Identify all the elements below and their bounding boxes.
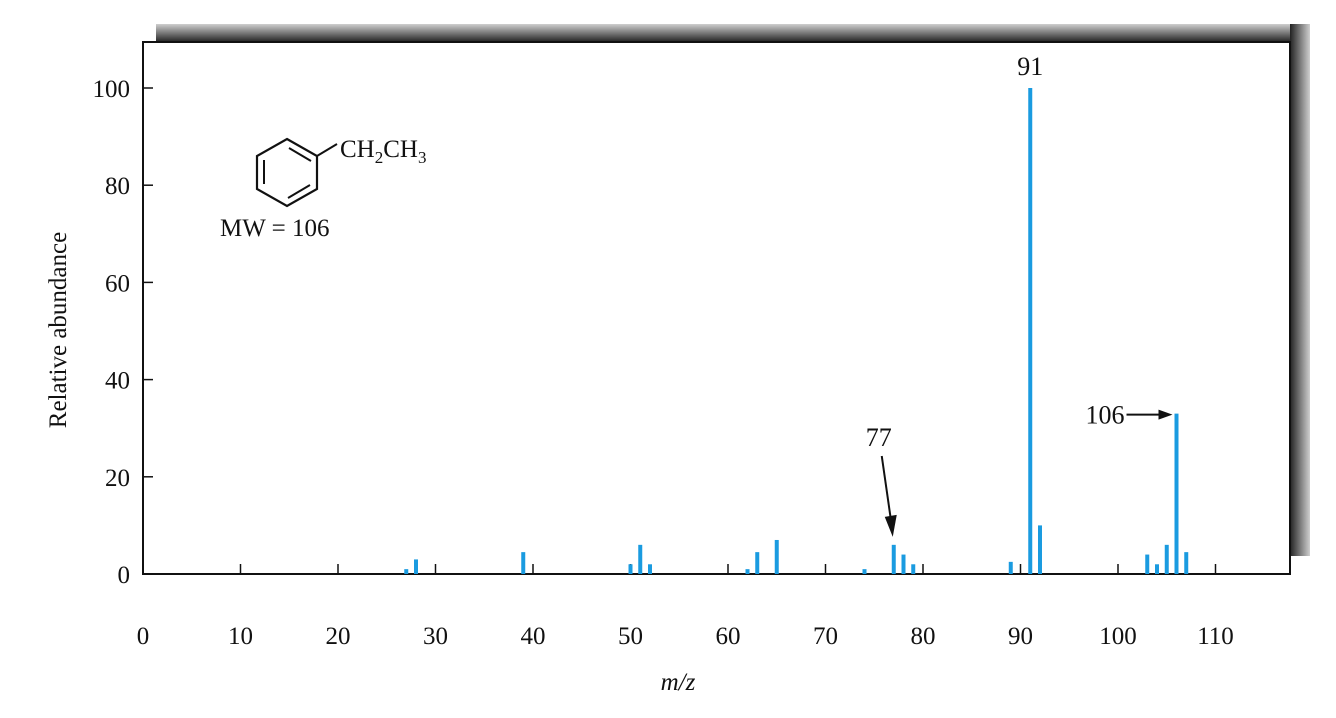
peak-arrow-77	[880, 455, 892, 519]
peak-label-91: 91	[1017, 52, 1043, 81]
spectrum-bar	[638, 544, 643, 574]
x-tick-label: 60	[716, 623, 741, 650]
spectrum-bar	[414, 559, 418, 574]
x-tick-label: 110	[1197, 623, 1234, 650]
substituent-bond	[316, 143, 338, 157]
y-tick-label: 100	[93, 76, 131, 103]
x-tick-label: 40	[521, 623, 546, 650]
spectrum-bar	[774, 539, 779, 574]
spectrum-bar	[891, 544, 896, 574]
spectrum-bar	[1164, 544, 1169, 574]
ring-double-bond	[288, 147, 312, 162]
molecular-weight-label: MW = 106	[220, 215, 329, 242]
spectrum-bar	[901, 554, 906, 574]
spectrum-bar	[404, 569, 409, 574]
peak-annotations: 91 77 106	[866, 52, 1173, 537]
y-tick-label: 60	[105, 270, 130, 297]
spectrum-bar	[1008, 561, 1013, 574]
x-tick-label: 100	[1099, 623, 1137, 650]
y-tick-label: 20	[105, 465, 130, 492]
spectrum-bar	[862, 569, 867, 574]
x-tick-label: 90	[1008, 623, 1033, 650]
x-tick-label: 80	[911, 623, 936, 650]
ring-double-bond	[287, 184, 311, 199]
ethyl-substituent-label: CH2CH3	[340, 136, 426, 167]
x-tick-label: 50	[618, 623, 643, 650]
spectrum-bar	[1145, 554, 1150, 574]
spectrum-bar	[911, 564, 916, 574]
spectrum-bars	[404, 88, 1189, 574]
spectrum-bar	[755, 552, 760, 574]
peak-label-106: 106	[1086, 401, 1125, 430]
frame-shadow-right	[1290, 24, 1310, 556]
spectrum-bar	[521, 552, 526, 574]
y-tick-label: 80	[105, 173, 130, 200]
spectrum-bar	[1028, 88, 1033, 574]
spectrum-bar	[1038, 525, 1042, 574]
spectrum-bar	[1184, 552, 1189, 574]
y-axis-title: Relative abundance	[45, 232, 72, 428]
plot-frame	[142, 41, 1291, 575]
spectrum-bar	[1155, 564, 1159, 574]
x-tick-label: 30	[423, 623, 448, 650]
peak-arrowhead-106	[1158, 409, 1173, 420]
x-tick-label: 20	[326, 623, 351, 650]
y-tick-label: 40	[105, 368, 130, 395]
spectrum-bar	[745, 569, 750, 574]
frame-shadow-top	[156, 24, 1290, 42]
spectrum-bar	[628, 564, 633, 574]
spectrum-bar	[1174, 413, 1179, 574]
x-tick-label: 0	[137, 623, 150, 650]
x-axis-title: m/z	[661, 669, 696, 696]
spectrum-bar	[648, 564, 652, 574]
axis-ticks: 0 10 20 30 40 50 60 70 80 90 100 110 0 20 40 60 80 100	[93, 76, 1234, 650]
ethylbenzene-structure: CH2CH3 MW = 106	[220, 136, 426, 242]
peak-label-77: 77	[866, 423, 892, 452]
x-tick-label: 70	[813, 623, 838, 650]
x-tick-label: 10	[228, 623, 253, 650]
peak-arrowhead-77	[884, 514, 897, 537]
y-tick-label: 0	[118, 562, 131, 589]
